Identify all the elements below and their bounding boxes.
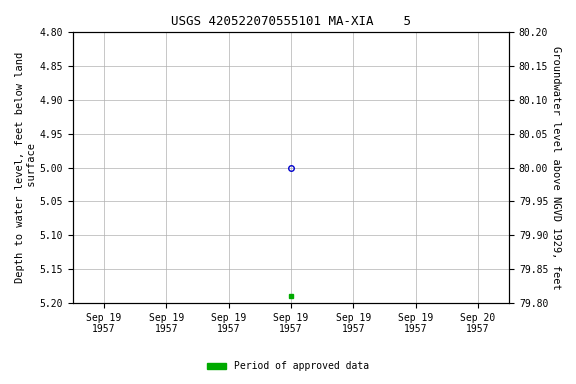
Legend: Period of approved data: Period of approved data — [203, 358, 373, 375]
Y-axis label: Groundwater level above NGVD 1929, feet: Groundwater level above NGVD 1929, feet — [551, 46, 561, 290]
Title: USGS 420522070555101 MA-XIA    5: USGS 420522070555101 MA-XIA 5 — [171, 15, 411, 28]
Y-axis label: Depth to water level, feet below land
 surface: Depth to water level, feet below land su… — [15, 52, 37, 283]
